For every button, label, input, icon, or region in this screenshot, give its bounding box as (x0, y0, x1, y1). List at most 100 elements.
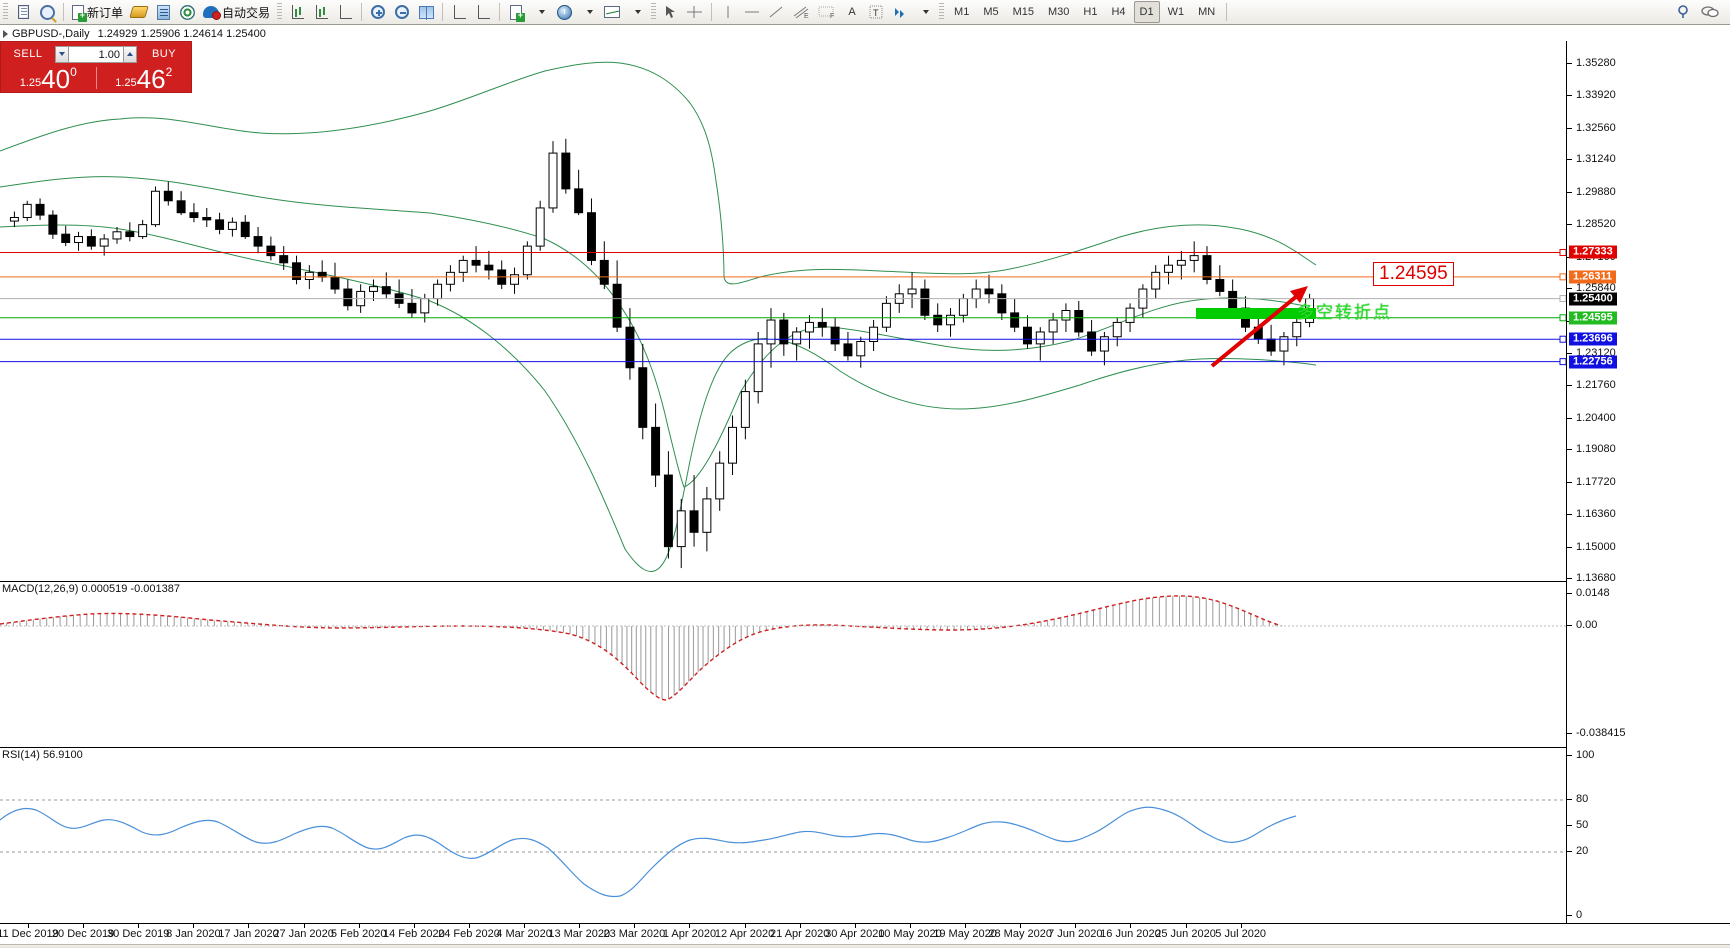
candle-body (804, 321, 814, 333)
market-icon[interactable] (176, 1, 198, 23)
toolbar-grip-4[interactable] (939, 3, 945, 21)
horizontal-line-icon[interactable] (741, 1, 763, 23)
volume-decrement-button[interactable] (55, 45, 69, 63)
last-price-tag[interactable]: 1.25400 (1569, 292, 1617, 306)
candlestick-series (9, 138, 1315, 569)
volume-input[interactable]: 1.00 (69, 45, 123, 63)
svg-text:F: F (830, 13, 834, 19)
sell-button[interactable]: SELL (13, 48, 43, 60)
line-support-2-handle[interactable] (1559, 358, 1566, 366)
auto-scroll-icon[interactable] (472, 1, 494, 23)
line-last-price-handle[interactable] (1559, 295, 1566, 303)
pivot-level-tag[interactable]: 1.24595 (1569, 311, 1617, 325)
line-chart-icon[interactable] (334, 1, 356, 23)
metaeditor-icon[interactable] (128, 1, 150, 23)
toolbar-separator-5 (711, 3, 713, 21)
timeframe-m1[interactable]: M1 (954, 6, 970, 18)
annotation-chinese-note[interactable]: 多空转折点 (1297, 303, 1392, 322)
ask-price-point: 2 (165, 65, 173, 79)
timeframe-h1[interactable]: H1 (1083, 6, 1098, 18)
autotrading-button[interactable]: 自动交易 (200, 1, 273, 23)
candle-body (266, 245, 276, 257)
candle-body (984, 288, 994, 295)
candle-body (1151, 271, 1161, 290)
candle-body (933, 314, 943, 326)
timeframe-h4[interactable]: H4 (1111, 6, 1126, 18)
tile-windows-icon[interactable] (415, 1, 437, 23)
zoom-in-icon[interactable] (367, 1, 389, 23)
timeframe-w1[interactable]: W1 (1167, 6, 1185, 18)
timeframe-m5[interactable]: M5 (983, 6, 999, 18)
line-pivot-handle[interactable] (1559, 314, 1566, 322)
cursor-icon[interactable] (660, 1, 682, 23)
support-1-tag[interactable]: 1.23696 (1569, 332, 1617, 346)
timeframe-d1[interactable]: D1 (1133, 1, 1160, 23)
one-click-trading-panel[interactable]: SELL 1.00 BUY 1.25 40 0 1.25 46 2 (0, 41, 192, 93)
rsi-pane[interactable]: RSI(14) 56.9100 (0, 747, 1566, 923)
indicator-axis-tick (1567, 851, 1572, 852)
line-support-1-handle[interactable] (1559, 335, 1566, 343)
toolbar-grip-2[interactable] (277, 3, 283, 21)
price-chart-pane[interactable] (0, 41, 1566, 580)
price-axis[interactable]: 1.35280 1.33920 1.32560 1.31240 1.29880 1.285… (1566, 41, 1730, 923)
periods-icon[interactable] (553, 1, 575, 23)
indicator-axis-tick (1567, 593, 1572, 594)
line-resistance-1-handle[interactable] (1559, 248, 1566, 256)
indicators-dropdown[interactable] (529, 1, 551, 23)
timeframe-m30[interactable]: M30 (1048, 6, 1070, 18)
line-resistance-2-handle[interactable] (1559, 273, 1566, 281)
macd-pane[interactable]: MACD(12,26,9) 0.000519 -0.001387 (0, 581, 1566, 746)
buy-button[interactable]: BUY (151, 48, 177, 60)
candle-body (112, 231, 122, 240)
price-axis-label: 1.16360 (1576, 508, 1616, 521)
resistance-2-tag[interactable]: 1.26311 (1569, 270, 1617, 284)
templates-icon[interactable] (601, 1, 623, 23)
timeframe-m15[interactable]: M15 (1012, 6, 1034, 18)
indicator-axis-label: -0.038415 (1576, 727, 1626, 739)
data-window-icon[interactable] (36, 1, 58, 23)
chat-icon[interactable] (1697, 1, 1723, 23)
periods-dropdown[interactable] (577, 1, 599, 23)
annotation-price-box[interactable]: 1.24595 (1373, 262, 1454, 286)
bar-chart-icon[interactable] (286, 1, 308, 23)
demand-zone-rectangle[interactable] (1196, 308, 1316, 319)
market-watch-icon[interactable] (12, 1, 34, 23)
chart-shift-icon[interactable] (448, 1, 470, 23)
collapse-icon[interactable] (3, 30, 8, 38)
trend-arrow[interactable] (1210, 286, 1308, 368)
candlestick-chart-icon[interactable] (310, 1, 332, 23)
zoom-out-icon[interactable] (391, 1, 413, 23)
objects-list-icon[interactable] (889, 1, 911, 23)
rsi-label: RSI(14) 56.9100 (2, 749, 86, 761)
candle-body (792, 331, 802, 345)
price-axis-tick (1567, 417, 1572, 419)
candle-body (651, 426, 661, 476)
time-axis[interactable]: 11 Dec 2019 20 Dec 2019 30 Dec 2019 8 Jan 2… (0, 923, 1730, 948)
indicators-icon[interactable]: + (505, 1, 527, 23)
vertical-line-icon[interactable] (717, 1, 739, 23)
fibonacci-icon[interactable]: F (815, 1, 839, 23)
equidistant-channel-icon[interactable]: E (789, 1, 813, 23)
text-icon[interactable]: A (848, 6, 856, 18)
support-2-tag[interactable]: 1.22756 (1569, 355, 1617, 369)
templates-dropdown[interactable] (625, 1, 647, 23)
toolbar-grip-3[interactable] (651, 3, 657, 21)
new-order-button[interactable]: + 新订单 (69, 1, 126, 23)
trendline-icon[interactable] (765, 1, 787, 23)
time-axis-tick (248, 924, 250, 928)
toolbar-grip[interactable] (3, 3, 8, 21)
price-axis-tick (1567, 449, 1572, 451)
time-axis-tick (303, 924, 305, 928)
objects-dropdown[interactable] (913, 1, 935, 23)
timeframe-mn[interactable]: MN (1198, 6, 1216, 18)
signals-icon[interactable] (152, 1, 174, 23)
price-axis-tick (1567, 224, 1572, 226)
candle-body (971, 288, 981, 300)
candle-body (1087, 331, 1097, 352)
candle-body (35, 203, 45, 216)
text-label-icon[interactable]: T (865, 1, 887, 23)
resistance-1-tag[interactable]: 1.27333 (1569, 245, 1617, 259)
search-icon[interactable] (1673, 1, 1695, 23)
volume-increment-button[interactable] (123, 45, 137, 63)
crosshair-icon[interactable] (684, 1, 706, 23)
